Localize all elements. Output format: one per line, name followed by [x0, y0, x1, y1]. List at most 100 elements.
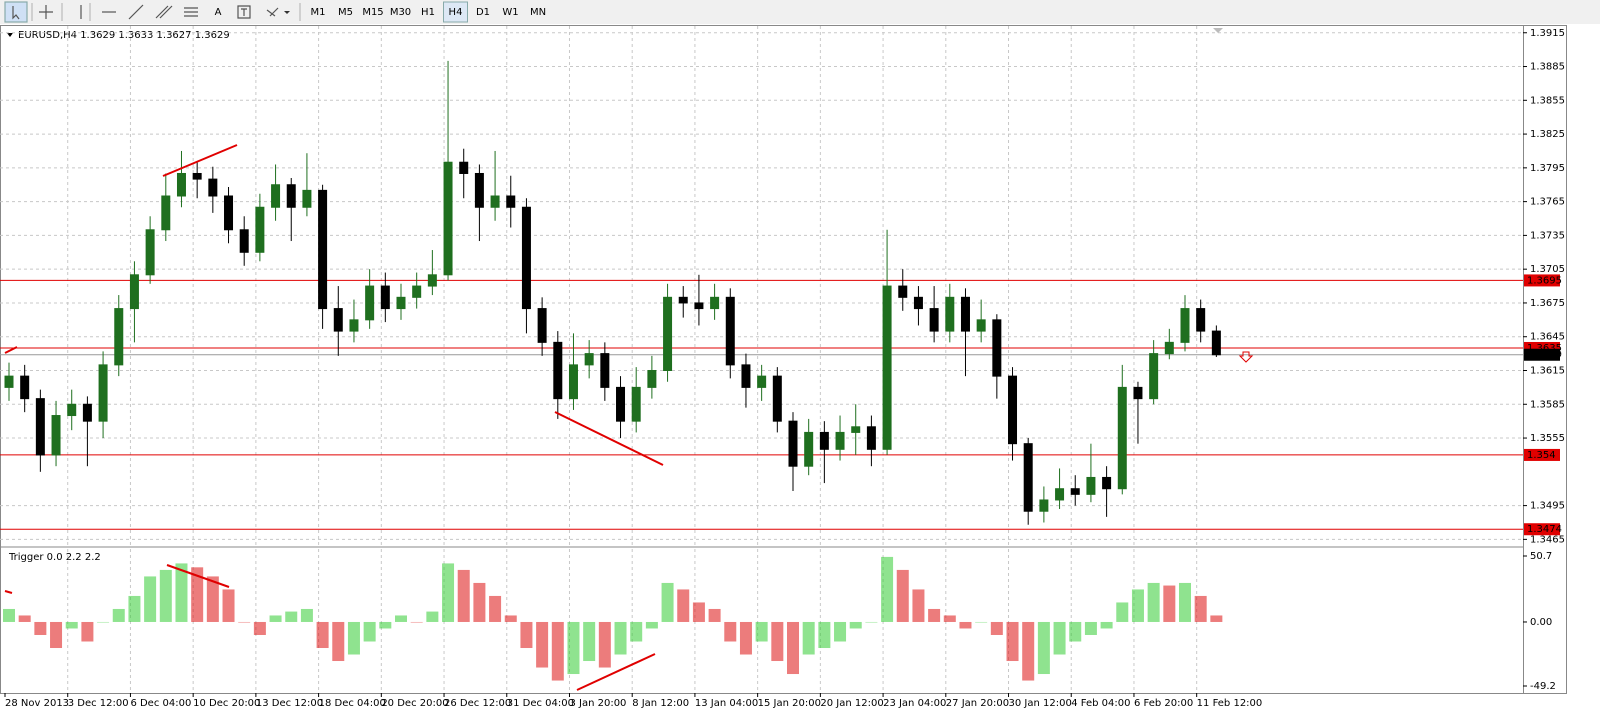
histogram-bar — [943, 615, 956, 622]
candle-body — [584, 353, 594, 366]
period-button[interactable]: M15 — [362, 7, 383, 18]
histogram-bar — [739, 621, 752, 655]
histogram-bar — [379, 621, 392, 629]
text-tool[interactable]: A — [215, 7, 222, 18]
candle-body — [490, 195, 500, 208]
candle-body — [82, 403, 92, 422]
y-tick-label: 1.3855 — [1530, 95, 1565, 106]
histogram-bar — [34, 621, 47, 635]
histogram-bar — [881, 556, 894, 622]
histogram-bar — [630, 621, 643, 642]
histogram-bar — [1037, 621, 1050, 675]
histogram-bar — [332, 621, 345, 662]
candle-body — [1149, 353, 1159, 400]
histogram-bar — [18, 615, 31, 622]
arrows-icon[interactable] — [266, 7, 279, 17]
candle-body — [20, 375, 30, 400]
x-tick-label: 28 Nov 2013 — [5, 698, 69, 709]
sell-arrow — [1238, 351, 1254, 363]
x-tick-label: 20 Dec 20:00 — [381, 698, 448, 709]
candle-body — [960, 296, 970, 332]
candle-body — [882, 285, 892, 450]
x-tick-label: 20 Jan 12:00 — [820, 698, 883, 709]
x-tick-label: 15 Jan 20:00 — [758, 698, 821, 709]
candle-body — [176, 172, 186, 197]
x-tick-label: 11 Feb 12:00 — [1197, 698, 1263, 709]
histogram-bar — [959, 621, 972, 629]
candle-body — [851, 426, 861, 433]
candle-body — [537, 308, 547, 343]
candle-body — [255, 206, 265, 253]
histogram-bar — [708, 608, 721, 622]
candle-body — [1039, 499, 1049, 512]
level-label: 1.3695 — [1527, 275, 1562, 286]
histogram-bar — [1022, 621, 1035, 681]
y-tick-label: 1.3885 — [1530, 62, 1565, 73]
trend-line — [4, 590, 13, 594]
histogram-bar — [457, 569, 470, 622]
histogram-bar — [1194, 595, 1207, 622]
histogram-bar — [300, 608, 313, 622]
histogram-bar — [1116, 602, 1129, 622]
histogram-bar — [787, 621, 799, 675]
period-button[interactable]: M1 — [311, 7, 326, 18]
chart-title: EURUSD,H4 1.3629 1.3633 1.3627 1.3629 — [18, 30, 230, 41]
histogram-bar — [159, 569, 172, 622]
histogram-bar — [755, 621, 768, 642]
label-icon[interactable] — [237, 5, 251, 19]
candle-body — [271, 184, 281, 208]
x-tick-label: 4 Feb 04:00 — [1071, 698, 1130, 709]
period-button[interactable]: W1 — [502, 7, 518, 18]
cursor-button[interactable] — [4, 1, 28, 23]
period-button[interactable]: M5 — [338, 7, 353, 18]
x-tick-label: 13 Jan 04:00 — [695, 698, 758, 709]
trendline-icon[interactable] — [128, 4, 144, 20]
level-label: 1.354 — [1527, 450, 1556, 461]
candle-body — [98, 364, 108, 422]
y-tick-label: 1.3495 — [1530, 501, 1565, 512]
candle-body — [521, 206, 531, 310]
period-button[interactable]: D1 — [476, 7, 490, 18]
period-button[interactable]: H1 — [421, 7, 435, 18]
y-tick-label: 1.3675 — [1530, 298, 1565, 309]
trend-line — [162, 144, 238, 177]
candle-body — [757, 375, 767, 388]
crosshair-icon[interactable] — [39, 5, 53, 19]
candle-body — [443, 161, 453, 276]
y-tick-label: 0.00 — [1530, 617, 1552, 628]
y-tick-label: 1.3555 — [1530, 433, 1565, 444]
candle-body — [1133, 386, 1143, 400]
histogram-bar — [1179, 582, 1191, 622]
candle-body — [866, 426, 876, 450]
channel-icon[interactable] — [155, 5, 173, 19]
histogram-bar — [849, 621, 862, 629]
candle-body — [1117, 386, 1127, 490]
histogram-bar — [238, 621, 251, 623]
histogram-bar — [504, 615, 517, 622]
y-tick-label: 1.3585 — [1530, 399, 1565, 410]
period-button[interactable]: M30 — [390, 7, 411, 18]
level-label: 1.3474 — [1527, 524, 1562, 535]
histogram-bar — [473, 582, 486, 622]
histogram-bar — [191, 567, 204, 622]
candle-body — [1102, 476, 1112, 490]
level-label-box — [1524, 448, 1560, 461]
x-tick-label: 26 Dec 12:00 — [444, 698, 511, 709]
candle-body — [945, 296, 955, 332]
level-label-box — [1524, 274, 1560, 287]
plot: 1.3915 1.3885 1.3855 1.3825 1.3795 1.3765 1.37… — [0, 26, 1565, 709]
histogram-bar — [661, 582, 674, 622]
dropdown-arrow[interactable] — [284, 11, 290, 14]
histogram-bar — [692, 602, 705, 622]
y-tick-label: 1.3765 — [1530, 197, 1565, 208]
candle-body — [208, 178, 218, 197]
fibo-icon[interactable] — [184, 7, 198, 17]
period-button[interactable]: MN — [530, 7, 546, 18]
candle-body — [365, 285, 375, 321]
x-tick-label: 27 Jan 20:00 — [946, 698, 1009, 709]
symbol-arrow — [7, 33, 13, 37]
candle-body — [694, 302, 704, 310]
period-button[interactable]: H4 — [449, 7, 463, 18]
y-tick-label: 1.3795 — [1530, 163, 1565, 174]
